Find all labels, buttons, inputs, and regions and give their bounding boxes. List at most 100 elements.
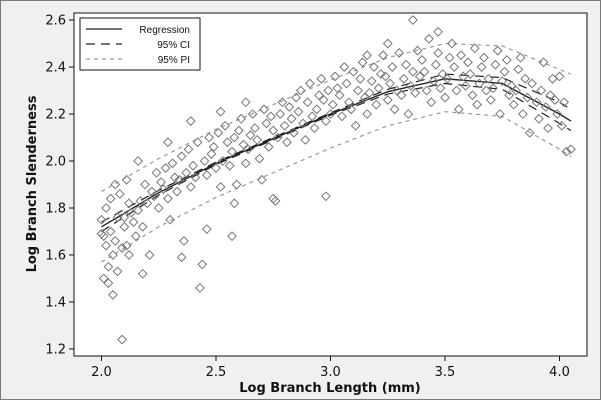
scatter-point-204 (552, 109, 563, 119)
scatter-point-174 (476, 62, 487, 72)
scatter-point-59 (213, 127, 224, 138)
scatter-point-205 (554, 71, 565, 82)
y-tick-label-2.4: 2.4 (45, 61, 66, 76)
scatter-point-222 (124, 250, 134, 260)
scatter-point-175 (481, 85, 492, 96)
scatter-point-1 (105, 193, 116, 204)
scatter-point-138 (394, 48, 405, 58)
scatter-point-62 (222, 137, 233, 148)
scatter-point-58 (208, 142, 219, 152)
scatter-point-198 (536, 85, 547, 96)
scatter-point-201 (543, 123, 553, 134)
scatter-point-26 (140, 179, 150, 190)
scatter-point-145 (412, 45, 423, 56)
scatter-point-21 (126, 207, 137, 218)
scatter-point-65 (229, 132, 240, 143)
scatter-point-134 (385, 78, 395, 89)
scatter-point-185 (504, 90, 515, 101)
scatter-point-231 (101, 240, 111, 251)
scatter-point-191 (515, 52, 526, 63)
scatter-point-137 (392, 85, 402, 96)
scatter-point-214 (382, 38, 393, 49)
scatter-point-196 (524, 127, 535, 138)
scatter-point-57 (211, 163, 221, 173)
x-tick-label-3.5: 3.5 (435, 365, 456, 380)
legend: Regression 95% CI 95% PI (79, 17, 201, 71)
scatter-point-70 (236, 113, 247, 124)
scatter-point-66 (227, 146, 237, 157)
scatter-point-224 (240, 97, 251, 108)
scatter-point-75 (252, 134, 263, 145)
y-tick-label-1.8: 1.8 (45, 201, 66, 216)
scatter-point-219 (201, 224, 212, 235)
scatter-point-156 (433, 48, 444, 58)
scatter-point-190 (511, 85, 521, 96)
scatter-point-150 (419, 66, 430, 77)
scatter-point-199 (533, 113, 544, 124)
legend-regression-label: Regression (139, 25, 190, 36)
scatter-point-107 (323, 85, 334, 96)
scatter-point-30 (144, 250, 155, 260)
y-tick-label-2.2: 2.2 (45, 108, 66, 123)
scatter-point-19 (105, 226, 116, 237)
scatter-point-168 (463, 57, 473, 68)
y-tick-label-1.6: 1.6 (45, 248, 66, 263)
scatter-point-105 (321, 116, 331, 126)
scatter-point-195 (527, 78, 537, 89)
scatter-point-32 (149, 191, 160, 202)
scatter-point-20 (121, 240, 132, 251)
scatter-point-64 (224, 160, 235, 171)
scatter-point-126 (364, 87, 375, 98)
scatter-point-147 (414, 71, 425, 82)
scatter-point-110 (327, 99, 338, 110)
scatter-point-76 (250, 123, 260, 134)
scatter-point-25 (133, 205, 144, 216)
scatter-point-23 (128, 217, 139, 227)
scatter-point-157 (437, 69, 448, 79)
scatter-point-11 (103, 278, 114, 289)
scatter-point-111 (332, 83, 343, 94)
scatter-point-118 (348, 66, 359, 77)
scatter-point-38 (165, 214, 176, 225)
scatter-point-29 (137, 221, 148, 232)
scatter-point-229 (121, 174, 132, 185)
scatter-point-7 (117, 243, 128, 253)
scatter-point-79 (261, 118, 272, 129)
scatter-point-39 (169, 172, 180, 183)
x-tick-label-4.0: 4.0 (549, 365, 570, 380)
scatter-point-83 (266, 111, 276, 122)
scatter-point-114 (339, 62, 350, 72)
scatter-point-104 (316, 73, 327, 84)
scatter-point-16 (101, 203, 111, 213)
scatter-point-68 (233, 125, 244, 136)
scatter-point-170 (465, 69, 476, 79)
scatter-point-10 (108, 290, 118, 300)
x-tick-label-2.0: 2.0 (91, 365, 112, 380)
scatter-point-22 (130, 231, 141, 242)
scatter-point-176 (479, 52, 489, 63)
scatter-point-99 (307, 111, 318, 122)
scatter-point-180 (488, 83, 499, 94)
scatter-point-161 (446, 38, 457, 49)
pi-lower-line (101, 111, 572, 263)
scatter-point-213 (433, 26, 444, 37)
scatter-point-148 (417, 55, 428, 65)
scatter-point-81 (263, 142, 274, 152)
scatter-point-178 (485, 95, 496, 105)
scatter-point-129 (375, 69, 386, 79)
scatter-point-27 (142, 198, 153, 209)
scatter-point-31 (151, 167, 162, 178)
scatter-point-98 (302, 97, 313, 108)
scatter-point-203 (545, 90, 556, 101)
scatter-point-13 (108, 250, 118, 260)
scatter-point-206 (559, 97, 570, 108)
scatter-point-44 (179, 235, 189, 246)
scatter-point-127 (369, 62, 379, 72)
scatter-point-132 (382, 95, 393, 105)
scatter-point-210 (538, 57, 549, 68)
scatter-point-146 (410, 87, 421, 98)
legend-ci-label: 95% CI (157, 40, 190, 51)
x-tick-label-3.0: 3.0 (320, 365, 341, 380)
scatter-point-225 (215, 106, 226, 117)
scatter-point-60 (217, 156, 228, 166)
